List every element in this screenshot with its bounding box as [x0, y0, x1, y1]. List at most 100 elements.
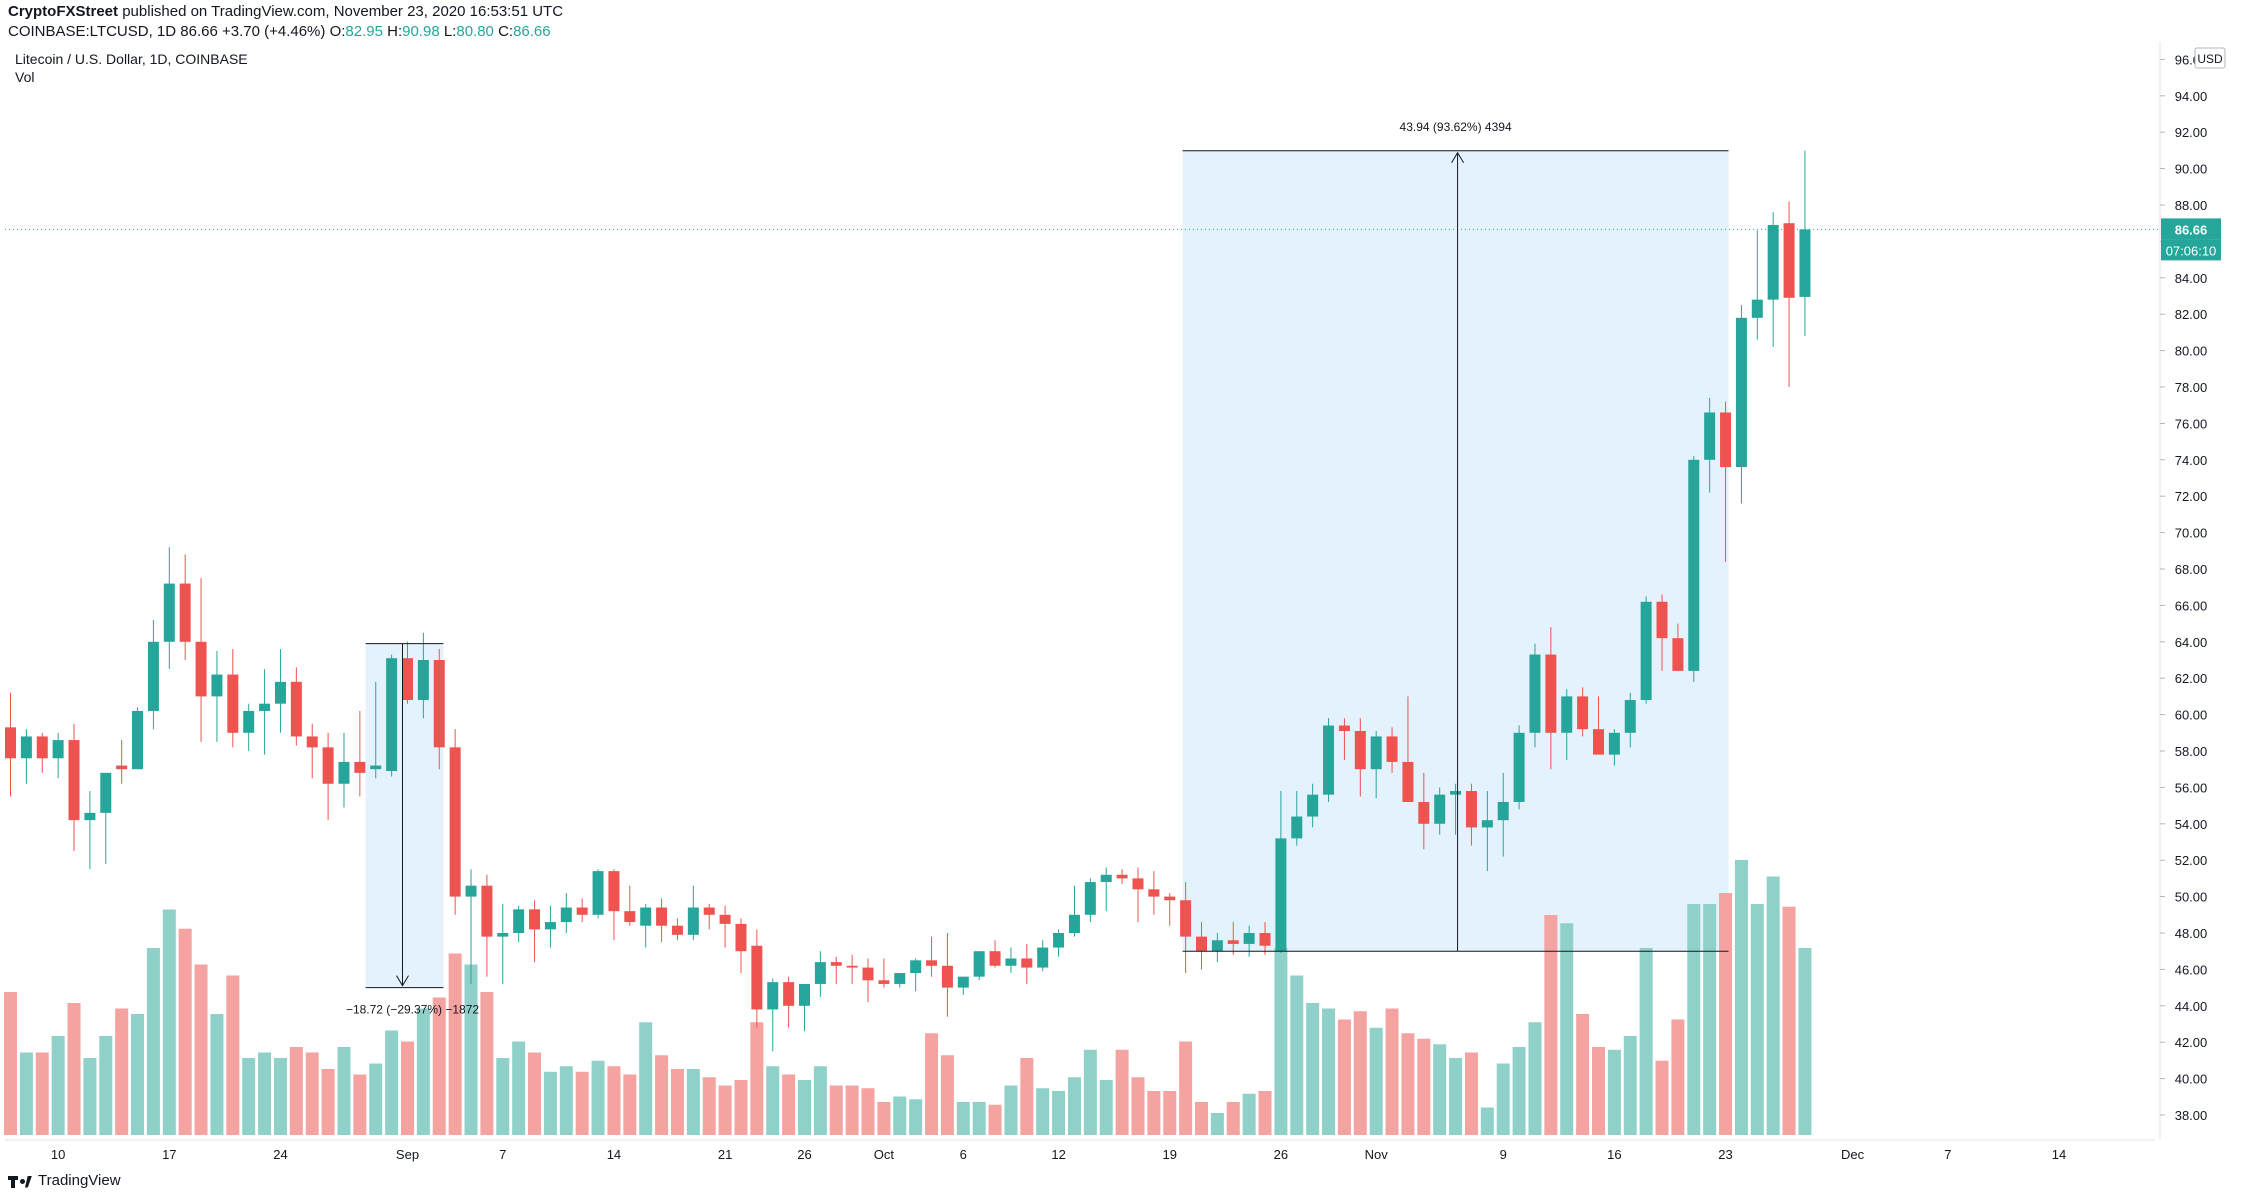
- volume-bar: [1067, 1077, 1081, 1135]
- y-tick-label: 50.00: [2175, 890, 2208, 905]
- volume-bar: [798, 1080, 811, 1135]
- candle-body: [910, 960, 922, 974]
- volume-bar: [51, 1036, 65, 1135]
- candle-body: [878, 980, 890, 984]
- candle-body: [306, 736, 318, 748]
- volume-bar: [1750, 904, 1764, 1135]
- candle-body: [1402, 761, 1414, 802]
- measure-down-range: [365, 643, 444, 988]
- candle-body: [1640, 601, 1652, 701]
- y-tick-label: 80.00: [2175, 344, 2208, 359]
- y-tick-label: 82.00: [2175, 307, 2208, 322]
- y-tick-label: 78.00: [2175, 380, 2208, 395]
- volume-bar: [782, 1074, 796, 1135]
- candle-body: [529, 909, 541, 930]
- candle-body: [783, 982, 795, 1006]
- volume-bar: [750, 1022, 764, 1135]
- candle-body: [1211, 940, 1223, 952]
- candle-body: [1450, 791, 1462, 795]
- volume-bar: [1592, 1047, 1605, 1135]
- ohlc-line: COINBASE:LTCUSD, 1D 86.66 +3.70 (+4.46%)…: [8, 23, 551, 40]
- volume-bar: [1449, 1058, 1463, 1135]
- candle-body: [926, 960, 938, 966]
- volume-bar: [1401, 1033, 1415, 1135]
- volume-bar: [1433, 1044, 1447, 1135]
- volume-bar: [1163, 1091, 1177, 1135]
- candle-body: [735, 923, 747, 952]
- x-tick-label: 14: [2052, 1147, 2066, 1162]
- candle-body: [1323, 725, 1335, 795]
- volume-bar: [575, 1071, 589, 1135]
- candle-body: [1624, 700, 1636, 733]
- candle-body: [100, 772, 112, 813]
- volume-bar: [1639, 948, 1653, 1135]
- volume-bar: [1290, 975, 1304, 1135]
- volume-bar: [1671, 1019, 1685, 1135]
- candle-body: [1164, 896, 1176, 901]
- tradingview-logo-icon: [8, 1174, 32, 1188]
- close-value: 86.66: [513, 23, 551, 40]
- y-tick-label: 92.00: [2175, 125, 2208, 140]
- volume-bar: [1083, 1049, 1097, 1135]
- y-tick-label: 74.00: [2175, 453, 2208, 468]
- tradingview-logo[interactable]: TradingView: [8, 1172, 121, 1189]
- volume-bar: [4, 992, 17, 1135]
- volume-bar: [1496, 1063, 1510, 1135]
- volume-bar: [242, 1058, 256, 1135]
- y-tick-label: 54.00: [2175, 817, 2208, 832]
- volume-bar: [1703, 904, 1717, 1135]
- candle-body: [862, 967, 874, 981]
- candle-body: [1720, 412, 1732, 468]
- volume-bar: [972, 1102, 986, 1135]
- candle-body: [814, 962, 826, 984]
- candle-body: [1132, 878, 1144, 890]
- x-tick-label: 16: [1607, 1147, 1621, 1162]
- volume-bar: [543, 1071, 557, 1135]
- volume-bar: [99, 1036, 113, 1135]
- x-tick-label: Sep: [396, 1147, 419, 1162]
- candle-body: [1418, 801, 1430, 824]
- volume-bar: [591, 1060, 605, 1135]
- candle-body: [894, 973, 906, 984]
- volume-bar: [321, 1069, 335, 1135]
- volume-bar: [607, 1066, 621, 1135]
- last-price-badge: [2161, 218, 2221, 240]
- candle-body: [1116, 874, 1128, 879]
- candle-body: [799, 983, 810, 1006]
- x-tick-label: 6: [960, 1147, 967, 1162]
- y-tick-label: 88.00: [2175, 198, 2208, 213]
- volume-bar: [258, 1052, 272, 1135]
- candle-body: [1100, 874, 1112, 883]
- y-tick-label: 38.00: [2175, 1108, 2208, 1123]
- volume-bar: [194, 964, 208, 1135]
- author-name[interactable]: CryptoFXStreet: [8, 3, 119, 20]
- volume-bar: [686, 1069, 700, 1135]
- tradingview-logo-text: TradingView: [38, 1172, 121, 1189]
- volume-bar: [766, 1066, 780, 1135]
- volume-bar: [845, 1085, 859, 1135]
- last-price: 86.66: [180, 23, 218, 40]
- candle-body: [1259, 933, 1271, 946]
- x-tick-label: 17: [162, 1147, 176, 1162]
- candle-body: [1275, 838, 1287, 952]
- low-value: 80.80: [456, 23, 494, 40]
- candle-body: [163, 583, 175, 642]
- volume-bar: [1369, 1027, 1383, 1135]
- candle-body: [1593, 729, 1604, 755]
- volume-bar: [1210, 1113, 1224, 1135]
- y-tick-label: 94.00: [2175, 89, 2208, 104]
- volume-bar: [1036, 1088, 1050, 1135]
- volume-bar: [1782, 906, 1796, 1135]
- candle-body: [608, 871, 620, 912]
- candle-body: [1370, 736, 1382, 770]
- candle-body: [544, 922, 556, 930]
- candle-body: [1513, 732, 1525, 802]
- countdown-badge: [2161, 239, 2221, 261]
- volume-bar: [385, 1030, 399, 1135]
- candle-body: [1196, 936, 1207, 952]
- volume-bar: [1734, 860, 1748, 1135]
- y-tick-label: 70.00: [2175, 526, 2208, 541]
- volume-bar: [1226, 1102, 1240, 1135]
- volume-bar: [178, 928, 192, 1135]
